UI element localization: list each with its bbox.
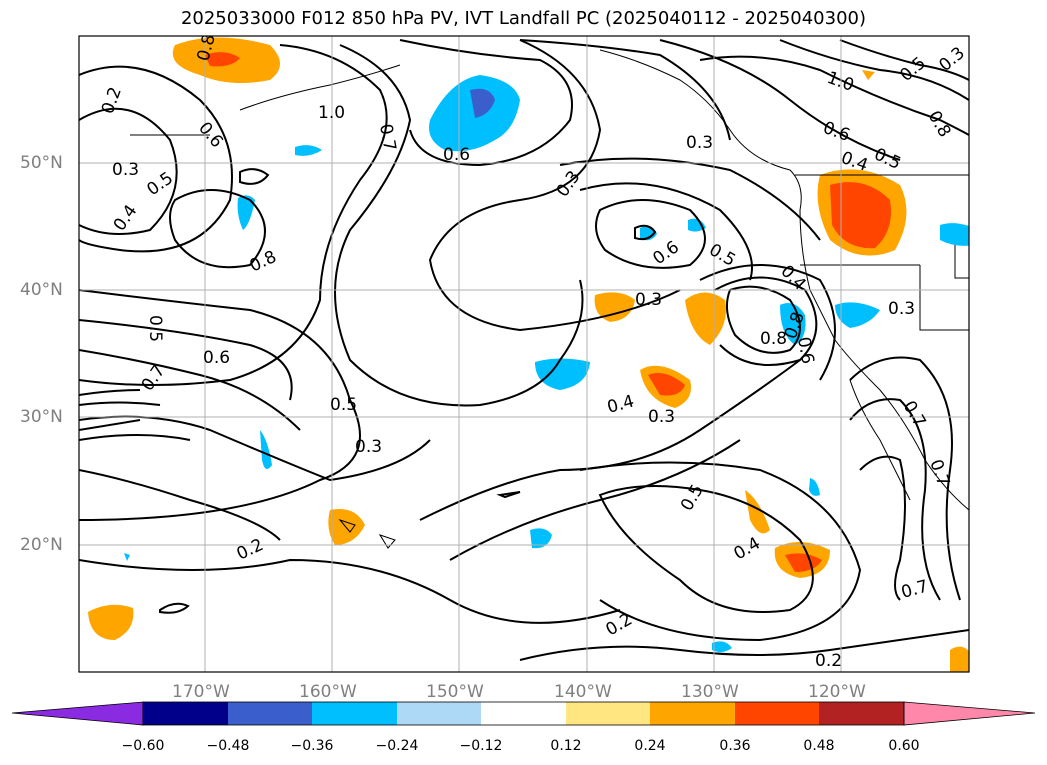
contour-label: 0.3 (648, 407, 675, 427)
colorbar-tick: 0.24 (634, 738, 666, 754)
colorbar-tick: 0.48 (803, 738, 835, 754)
colorbar-tick: −0.24 (375, 738, 419, 754)
colorbar-tick: 0.36 (719, 738, 751, 754)
colorbar-tick: −0.36 (290, 738, 334, 754)
lon-label-160w: 160°W (299, 682, 357, 702)
lat-label-50n: 50°N (20, 153, 63, 173)
lon-label-150w: 150°W (426, 682, 484, 702)
lon-label-130w: 130°W (681, 682, 739, 702)
colorbar-tick: −0.48 (206, 738, 250, 754)
lon-label-120w: 120°W (808, 682, 866, 702)
contour-label: 0.5 (145, 315, 165, 342)
colorbar-tick: 0.12 (550, 738, 582, 754)
contour-label: 1.0 (318, 103, 345, 123)
lon-label-170w: 170°W (172, 682, 230, 702)
contour-label: 0.2 (815, 651, 842, 671)
contour-label: 0.3 (888, 299, 915, 319)
contour-label: 0.6 (793, 335, 817, 365)
contour-label: 0.3 (112, 160, 139, 180)
lat-label-20n: 20°N (20, 535, 63, 555)
negative-anomaly-patches (124, 75, 969, 653)
pv-contours (79, 39, 969, 661)
contour-label: 0.3 (686, 133, 713, 153)
lon-label-140w: 140°W (554, 682, 612, 702)
map-frame (78, 35, 970, 673)
colorbar-tick: −0.60 (121, 738, 165, 754)
colorbar-tick: 0.60 (888, 738, 920, 754)
contour-label: 0.3 (635, 290, 662, 310)
coastlines (130, 49, 969, 549)
contour-label: 0.6 (443, 145, 470, 165)
contour-label: 0.3 (355, 437, 382, 457)
contour-label: 0.6 (203, 348, 230, 368)
positive-anomaly-patches (88, 37, 969, 672)
lat-label-40n: 40°N (20, 280, 63, 300)
colorbar-tick: −0.12 (459, 738, 503, 754)
colorbar (11, 701, 1036, 726)
contour-label: 0.7 (375, 122, 399, 152)
graticule (79, 36, 969, 672)
map-title: 2025033000 F012 850 hPa PV, IVT Landfall… (180, 8, 867, 29)
lat-label-30n: 30°N (20, 407, 63, 427)
contour-label: 0.8 (760, 329, 787, 349)
contour-label: 0.5 (330, 395, 357, 415)
